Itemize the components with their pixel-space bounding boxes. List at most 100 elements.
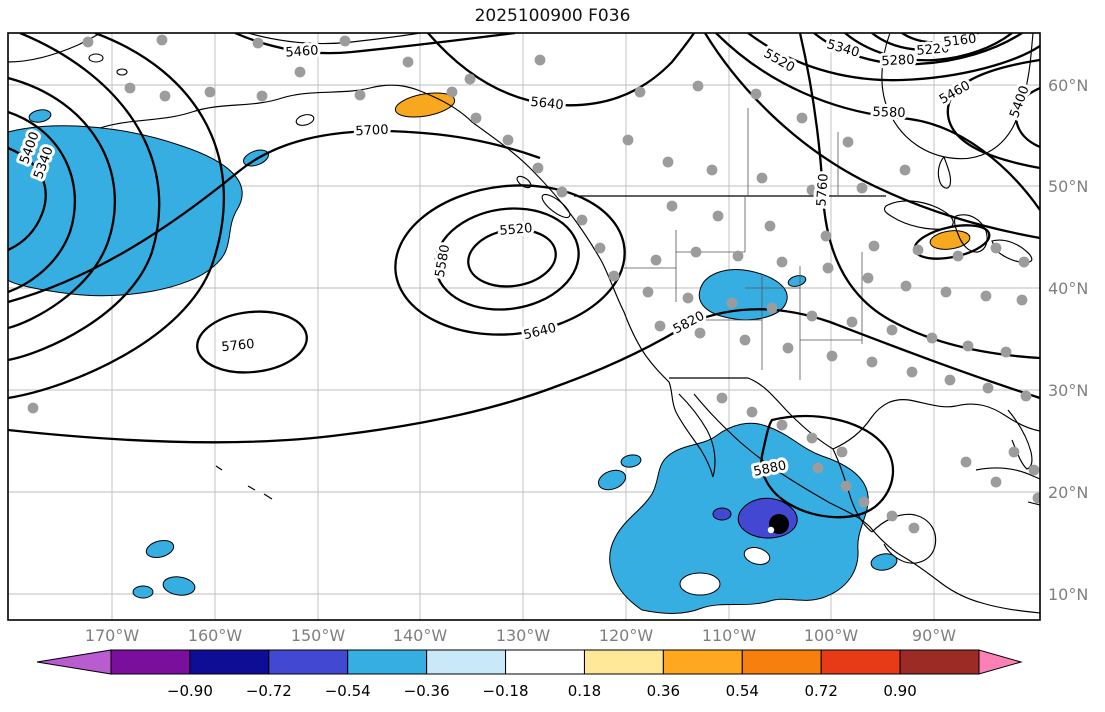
contour-line: [8, 33, 161, 362]
lat-tick-label: 60°N: [1048, 76, 1088, 95]
contour-line: [8, 76, 117, 330]
contour-line: [704, 33, 1040, 240]
contour-label: 5760: [814, 173, 831, 207]
lon-tick-label: 160°W: [188, 626, 243, 645]
contour-line: [871, 33, 979, 51]
lat-tick-label: 10°N: [1048, 585, 1088, 604]
contour-ring: [467, 228, 557, 288]
coastline: [215, 465, 273, 500]
station-dot: [464, 73, 476, 85]
station-dot: [124, 82, 136, 94]
station-dot: [470, 112, 482, 124]
station-dot: [812, 462, 824, 474]
station-dot: [446, 86, 458, 98]
colorbar-segment: [189, 649, 270, 675]
contour-label: 5160: [943, 32, 978, 51]
colorbar-right-arrow: [978, 649, 1023, 675]
contour-ring: [434, 207, 580, 311]
colorbar-segment: [110, 649, 191, 675]
station-dot: [912, 244, 924, 256]
station-dot: [886, 510, 898, 522]
contour-label: 5640: [522, 321, 558, 344]
station-dot: [960, 456, 972, 468]
shaded-region: [8, 125, 243, 297]
station-dot: [726, 297, 738, 309]
station-dot: [594, 242, 606, 254]
colorbar-tick-label: 0.54: [726, 682, 759, 700]
station-dot: [952, 250, 964, 262]
station-dot: [886, 324, 898, 336]
contour-line: [844, 33, 1013, 62]
contour-label: 5400: [1007, 84, 1032, 120]
shaded-region: [162, 576, 196, 596]
station-dot: [908, 522, 920, 534]
station-dot: [856, 182, 868, 194]
station-dot: [692, 80, 704, 92]
contour-label: 5220: [916, 41, 950, 59]
lon-tick-label: 130°W: [496, 626, 551, 645]
lon-tick-label: 90°W: [912, 626, 956, 645]
station-dot: [666, 200, 678, 212]
shaded-region: [394, 92, 456, 118]
contour-line: [747, 33, 1040, 82]
station-dot: [826, 350, 838, 362]
contour-line: [715, 33, 1040, 211]
station-dot: [782, 342, 794, 354]
station-dot: [842, 136, 854, 148]
station-dot: [256, 90, 268, 102]
station-dot: [764, 220, 776, 232]
shaded-region: [132, 585, 154, 599]
station-dot: [962, 340, 974, 352]
station-dot: [980, 290, 992, 302]
station-dot: [1000, 346, 1012, 358]
colorbar-tick-label: 0.72: [804, 682, 837, 700]
colorbar-segment: [741, 649, 822, 675]
shaded-region: [870, 553, 898, 571]
station-dot: [806, 310, 818, 322]
station-dot: [1018, 256, 1030, 268]
station-dot: [650, 254, 662, 266]
station-dot: [1008, 446, 1020, 458]
station-dot: [354, 89, 366, 101]
coastline: [832, 399, 1040, 450]
colorbar-segment: [347, 649, 428, 675]
shaded-region: [712, 507, 732, 521]
shaded-region: [743, 547, 771, 565]
station-dot: [556, 186, 568, 198]
axis-tick-labels: 170°W 160°W 150°W 140°W 130°W 120°W 110°W 100°W…: [85, 76, 1089, 645]
station-dot: [534, 54, 546, 66]
colorbar-segment: [426, 649, 507, 675]
height-contours: [8, 33, 1040, 519]
coastline: [991, 239, 1033, 263]
colorbar-segment: [268, 649, 349, 675]
station-dot: [899, 164, 911, 176]
station-dot: [900, 280, 912, 292]
contour-line: [901, 33, 977, 44]
station-dot: [840, 480, 852, 492]
station-dot: [822, 262, 834, 274]
station-dots: [27, 34, 1040, 534]
shaded-region: [929, 230, 971, 250]
station-dot: [642, 286, 654, 298]
station-dot: [532, 162, 544, 174]
station-dot: [662, 156, 674, 168]
colorbar-tick-label: −0.18: [483, 682, 529, 700]
station-dot: [654, 320, 666, 332]
shaded-region: [597, 469, 627, 491]
coastline: [247, 33, 421, 45]
shaded-region: [620, 454, 642, 468]
contour-line: [946, 58, 1040, 170]
station-dot: [750, 88, 762, 100]
coastline: [669, 377, 834, 450]
colorbar-segment: [583, 649, 664, 675]
station-dot: [776, 419, 788, 431]
station-dot: [159, 90, 171, 102]
station-dot: [820, 230, 832, 242]
station-dot: [982, 382, 994, 394]
station-dot: [1020, 390, 1032, 402]
colorbar: −0.90 −0.72 −0.54 −0.36 −0.18 0.18 0.36 0.54 0.7…: [36, 649, 1023, 700]
station-dot: [339, 35, 351, 47]
station-dot: [706, 164, 718, 176]
coastline: [99, 84, 714, 478]
coastline: [1007, 409, 1033, 470]
